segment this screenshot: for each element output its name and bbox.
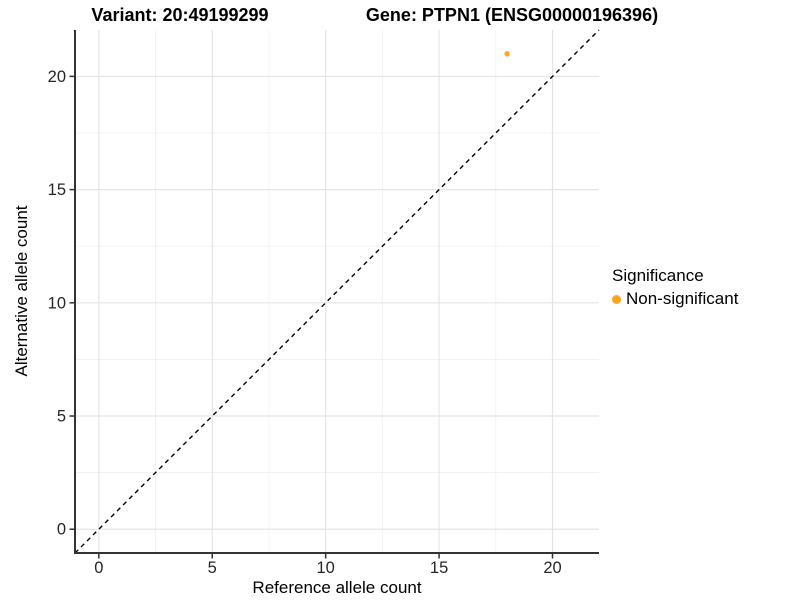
y-tick-label: 10 (48, 294, 66, 312)
x-axis-label: Reference allele count (252, 578, 422, 597)
identity-dashed-line (74, 29, 600, 554)
y-tick-label: 5 (57, 408, 66, 426)
legend: Significance Non-significant (612, 266, 738, 309)
plot-title-variant: Variant: 20:49199299 (91, 5, 269, 25)
legend-title: Significance (612, 266, 704, 285)
x-tick-label: 10 (316, 559, 334, 577)
x-tick-label: 20 (543, 559, 561, 577)
x-tick-label: 15 (430, 559, 448, 577)
data-point (504, 51, 510, 57)
y-tick-label: 0 (57, 521, 66, 539)
y-tick-label: 20 (48, 68, 66, 86)
y-tick-label: 15 (48, 181, 66, 199)
plot-title-gene: Gene: PTPN1 (ENSG00000196396) (365, 5, 659, 25)
legend-point-swatch (612, 294, 621, 304)
legend-entry-label: Non-significant (626, 289, 739, 308)
x-tick-label: 0 (94, 559, 103, 577)
legend-entry: Non-significant (612, 289, 738, 309)
y-axis-label: Alternative allele count (12, 205, 31, 377)
x-tick-label: 5 (208, 559, 217, 577)
